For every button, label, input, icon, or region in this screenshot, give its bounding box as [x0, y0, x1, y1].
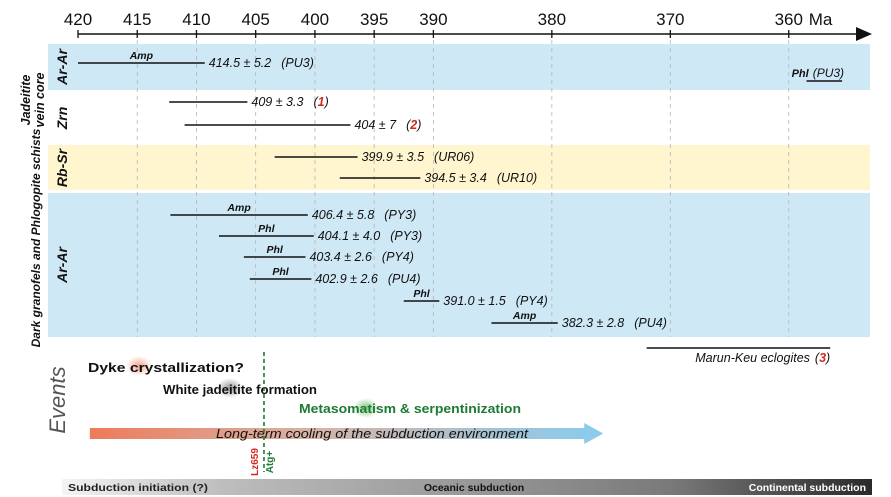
tick-label-400: 400	[301, 10, 329, 29]
phase-bar: Subduction initiation (?) Oceanic subduc…	[62, 479, 872, 495]
band-label-ar-ar-1: Ar-Ar	[54, 48, 70, 86]
tick-label-410: 410	[182, 10, 210, 29]
band-jadeitite-ar-ar	[48, 44, 870, 90]
cooling-arrow-bar	[89, 428, 586, 439]
bands	[48, 44, 870, 337]
phase-label-oceanic: Oceanic subduction	[424, 482, 524, 494]
tick-label-380: 380	[538, 10, 566, 29]
events-panel: Events Dyke crystallization? White jadei…	[45, 352, 604, 476]
age-ranges: Amp 414.5 ± 5.2 (PU3) 409 ± 3.3 (1) 404 ± 7 (2…	[78, 50, 844, 330]
age-label-7: 404.1 ± 4.0 (PY3)	[318, 229, 422, 243]
phase-label-continental: Continental subduction	[749, 482, 866, 494]
band-zircon	[48, 90, 870, 145]
event-glow-dyke	[126, 356, 152, 376]
row-labels: Ar-Ar Zrn Rb-Sr Ar-Ar	[54, 48, 70, 284]
eclogites-label: Marun-Keu eclogites (3)	[695, 351, 830, 365]
tick-label-405: 405	[242, 10, 270, 29]
event-glow-metasomatism	[353, 398, 379, 418]
mineral-label-6: Amp	[226, 202, 251, 214]
tick-label-395: 395	[360, 10, 388, 29]
mineral-label-0: Amp	[129, 50, 154, 62]
age-label-6: 406.4 ± 5.8 (PY3)	[312, 208, 416, 222]
age-label-11: 382.3 ± 2.8 (PU4)	[562, 316, 667, 330]
group-label-granofels: Dark granofels and Phlogopite schists	[29, 128, 43, 347]
age-label-10: 391.0 ± 1.5 (PY4)	[443, 294, 547, 308]
tick-label-370: 370	[656, 10, 684, 29]
tick-label-360: 360	[775, 10, 803, 29]
events-title: Events	[45, 366, 70, 433]
age-label-4: 399.9 ± 3.5 (UR06)	[362, 150, 475, 164]
age-label-3: 404 ± 7 (2)	[354, 118, 421, 132]
gridlines	[136, 40, 790, 337]
mineral-label-7: Phl	[258, 223, 275, 235]
band-label-zrn: Zrn	[54, 107, 70, 131]
band-rb-sr	[48, 145, 870, 190]
cooling-arrow-head-icon	[584, 423, 604, 444]
event-label-white-jadeitite: White jadeitite formation	[163, 382, 317, 397]
age-label-8: 403.4 ± 2.6 (PY4)	[309, 250, 413, 264]
mineral-label-10: Phl	[413, 288, 430, 300]
mineral-label-8: Phl	[266, 244, 283, 256]
phase-label-initiation: Subduction initiation (?)	[68, 483, 208, 494]
age-label-1: Phl (PU3)	[792, 66, 844, 80]
group-label-jadeitite: Jadeititevein core	[19, 73, 47, 128]
mineral-label-9: Phl	[272, 266, 289, 278]
x-axis-arrow-icon	[856, 27, 872, 41]
event-label-dyke: Dyke crystallization?	[88, 360, 244, 375]
x-axis-unit-label: Ma	[809, 10, 833, 29]
event-label-metasomatism: Metasomatism & serpentinization	[299, 401, 521, 416]
cooling-label: Long-term cooling of the subduction envi…	[216, 427, 529, 441]
band-label-ar-ar-2: Ar-Ar	[54, 246, 70, 284]
tick-label-420: 420	[64, 10, 92, 29]
mineral-label-11: Amp	[512, 310, 537, 322]
event-glow-white-jadeitite	[217, 378, 243, 398]
age-label-0: 414.5 ± 5.2 (PU3)	[209, 56, 314, 70]
tick-labels: 420 415 410 405 400 395 390 380 370 360 Ma	[64, 10, 833, 38]
eclogites: Marun-Keu eclogites (3)	[646, 347, 831, 365]
marker-label-lz659: Lz659	[250, 448, 261, 476]
group-labels: Jadeititevein core Dark granofels and Ph…	[19, 73, 47, 348]
phase-bar-background	[62, 479, 872, 495]
band-granofels-ar-ar	[48, 193, 870, 337]
age-label-2: 409 ± 3.3 (1)	[251, 95, 328, 109]
x-axis	[78, 27, 872, 41]
marker-label-atg: Atg+	[265, 451, 276, 474]
tick-label-390: 390	[419, 10, 447, 29]
band-label-rb-sr: Rb-Sr	[54, 147, 70, 187]
age-label-5: 394.5 ± 3.4 (UR10)	[424, 171, 537, 185]
age-label-9: 402.9 ± 2.6 (PU4)	[315, 272, 420, 286]
tick-label-415: 415	[123, 10, 151, 29]
